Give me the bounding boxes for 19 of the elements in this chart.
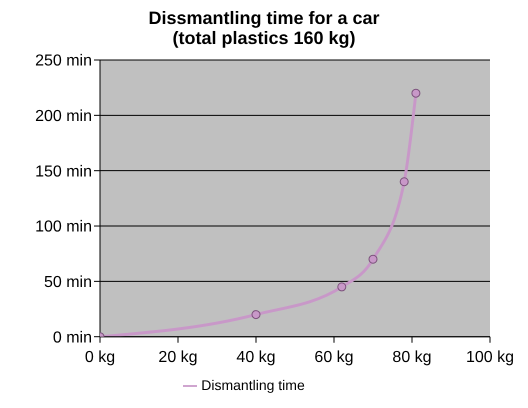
point [252,310,260,320]
legend-label: Dismantling time [201,376,305,393]
x-tick-label: 80 kg [392,349,432,366]
point [337,282,346,292]
y-tick-label: 100 min [35,218,92,236]
y-tick-label: 200 min [35,108,92,126]
point [411,88,420,98]
y-tick-label: 150 min [35,163,92,180]
y-tick-label: 0 min [52,329,92,346]
x-tick-label: 20 kg [158,349,198,366]
x-tick-label: 60 kg [314,349,354,366]
point [368,254,378,264]
chart-title: Dissmantling time for a car (total plastics 160 kg) [147,8,381,48]
y-tick-label: 250 min [35,52,92,70]
x-tick-label: 0 kg [84,349,116,366]
x-tick-label: 100 kg [466,349,514,366]
point [400,177,409,186]
y-tick-label: 50 min [44,274,92,292]
x-tick-label: 40 kg [236,349,276,366]
